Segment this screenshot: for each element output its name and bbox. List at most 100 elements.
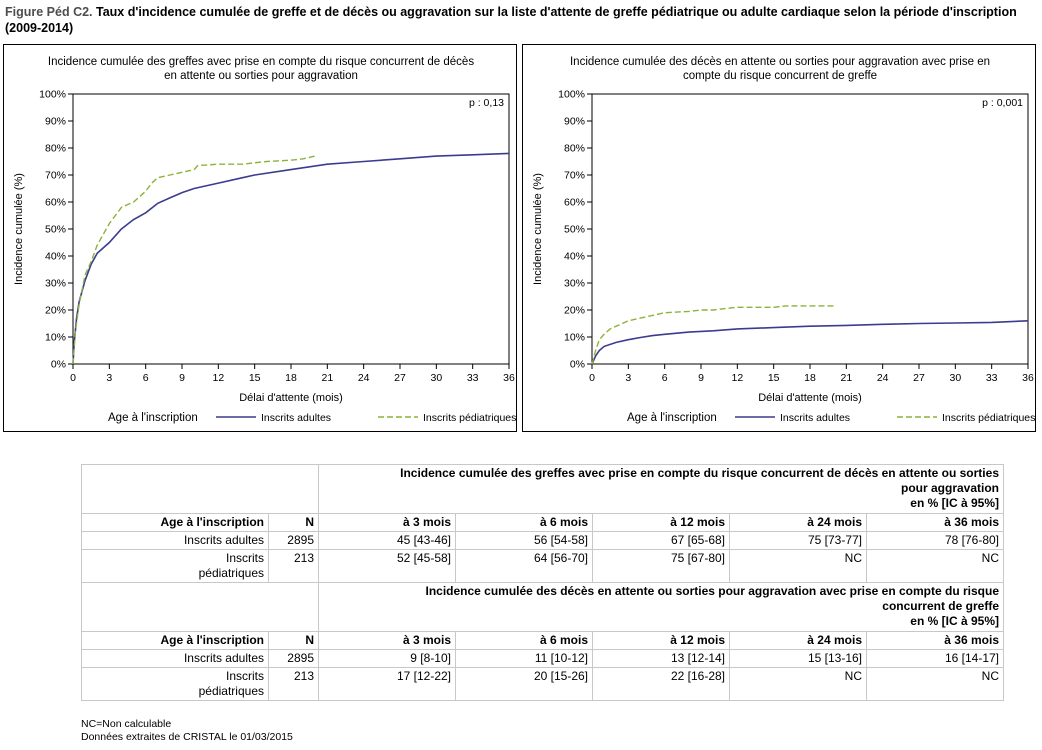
table-cell: 67 [65-68] xyxy=(592,531,730,550)
table-cell: 75 [73-77] xyxy=(729,531,867,550)
legend-entry: Inscrits adultes xyxy=(261,412,331,424)
table-cell: 213 xyxy=(268,667,319,701)
table-cell: 78 [76-80] xyxy=(866,531,1004,550)
plot-area xyxy=(72,93,510,365)
table-cell: NC xyxy=(866,667,1004,701)
y-tick-label: 70% xyxy=(45,170,66,182)
table-cell: 213 xyxy=(268,549,319,583)
y-tick-label: 50% xyxy=(45,224,66,236)
section-heading-spacer xyxy=(81,582,319,632)
p-value-annotation: p : 0,13 xyxy=(469,97,504,109)
table-cell: 16 [14-17] xyxy=(866,649,1004,668)
table-cell: NC xyxy=(866,549,1004,583)
column-header: à 12 mois xyxy=(592,631,730,650)
table-cell: 22 [16-28] xyxy=(592,667,730,701)
x-tick-label: 36 xyxy=(503,372,515,384)
column-header: Age à l'inscription xyxy=(81,513,269,532)
section-heading-row: Incidence cumulée des décès en attente o… xyxy=(81,582,1004,632)
column-header: N xyxy=(268,631,319,650)
row-label: Inscrits pédiatriques xyxy=(81,667,269,701)
series-line xyxy=(591,320,1029,365)
legend-title: Age à l'inscription xyxy=(108,412,198,424)
y-tick-label: 0% xyxy=(51,359,66,371)
x-tick-label: 3 xyxy=(106,372,112,384)
legend-entry: Inscrits adultes xyxy=(780,412,850,424)
table-cell: 64 [56-70] xyxy=(455,549,593,583)
x-tick-label: 27 xyxy=(913,372,925,384)
x-tick-label: 33 xyxy=(986,372,998,384)
y-tick-label: 30% xyxy=(564,278,585,290)
y-tick-label: 80% xyxy=(564,143,585,155)
table-cell: 11 [10-12] xyxy=(455,649,593,668)
y-axis-label: Incidence cumulée (%) xyxy=(532,173,544,285)
column-header: Age à l'inscription xyxy=(81,631,269,650)
y-tick-label: 60% xyxy=(45,197,66,209)
x-tick-label: 24 xyxy=(358,372,370,384)
y-tick-label: 90% xyxy=(564,116,585,128)
column-header: à 6 mois xyxy=(455,513,593,532)
x-tick-label: 21 xyxy=(840,372,852,384)
section-heading: Incidence cumulée des décès en attente o… xyxy=(318,582,1004,632)
table-row: Inscrits adultes 2895 9 [8-10] 11 [10-12] 13… xyxy=(81,649,1004,668)
y-tick-label: 40% xyxy=(45,251,66,263)
column-header: N xyxy=(268,513,319,532)
chart-title-line: Incidence cumulée des décès en attente o… xyxy=(570,56,990,68)
x-tick-label: 15 xyxy=(249,372,261,384)
y-tick-label: 60% xyxy=(564,197,585,209)
chart-deces: Incidence cumulée des décès en attente o… xyxy=(532,56,1035,424)
legend-title: Age à l'inscription xyxy=(627,412,717,424)
legend-entry: Inscrits pédiatriques xyxy=(423,412,516,424)
chart-panel-greffes: Incidence cumulée des greffes avec prise… xyxy=(3,44,517,432)
y-tick-label: 100% xyxy=(558,89,585,101)
table-cell: NC xyxy=(729,667,867,701)
x-tick-label: 0 xyxy=(589,372,595,384)
column-header: à 3 mois xyxy=(318,631,456,650)
table-cell: 56 [54-58] xyxy=(455,531,593,550)
x-tick-label: 15 xyxy=(768,372,780,384)
row-label: Inscrits pédiatriques xyxy=(81,549,269,583)
x-tick-label: 3 xyxy=(625,372,631,384)
table-cell: 13 [12-14] xyxy=(592,649,730,668)
y-axis-label: Incidence cumulée (%) xyxy=(13,173,25,285)
figure-title-text: Taux d'incidence cumulée de greffe et de… xyxy=(5,5,1017,35)
y-tick-label: 70% xyxy=(564,170,585,182)
y-tick-label: 10% xyxy=(564,332,585,344)
x-tick-label: 9 xyxy=(698,372,704,384)
table-cell: 17 [12-22] xyxy=(318,667,456,701)
y-tick-label: 50% xyxy=(564,224,585,236)
series-line xyxy=(591,305,835,365)
series-line xyxy=(72,155,316,365)
x-axis-label: Délai d'attente (mois) xyxy=(758,392,862,404)
table-row: Inscrits pédiatriques 213 52 [45-58] 64 [56-… xyxy=(81,549,1004,583)
column-header: à 36 mois xyxy=(866,513,1004,532)
section-heading: Incidence cumulée des greffes avec prise… xyxy=(318,464,1004,514)
x-tick-label: 30 xyxy=(430,372,442,384)
x-tick-label: 12 xyxy=(731,372,743,384)
y-tick-label: 40% xyxy=(564,251,585,263)
table-cell: 75 [67-80] xyxy=(592,549,730,583)
x-axis-label: Délai d'attente (mois) xyxy=(239,392,343,404)
x-tick-label: 18 xyxy=(285,372,297,384)
row-label: Inscrits adultes xyxy=(81,649,269,668)
x-tick-label: 6 xyxy=(662,372,668,384)
x-tick-label: 18 xyxy=(804,372,816,384)
x-tick-label: 30 xyxy=(949,372,961,384)
column-header: à 24 mois xyxy=(729,631,867,650)
column-header: à 24 mois xyxy=(729,513,867,532)
y-tick-label: 0% xyxy=(570,359,585,371)
chart-panel-deces: Incidence cumulée des décès en attente o… xyxy=(522,44,1036,432)
chart-title-line: en attente ou sorties pour aggravation xyxy=(164,70,358,82)
y-tick-label: 10% xyxy=(45,332,66,344)
figure-title: Figure Péd C2. Taux d'incidence cumulée … xyxy=(5,4,1035,36)
y-tick-label: 30% xyxy=(45,278,66,290)
x-tick-label: 33 xyxy=(467,372,479,384)
row-label: Inscrits adultes xyxy=(81,531,269,550)
x-tick-label: 36 xyxy=(1022,372,1034,384)
results-table: Incidence cumulée des greffes avec prise… xyxy=(81,464,1004,701)
section-heading-row: Incidence cumulée des greffes avec prise… xyxy=(81,464,1004,514)
x-tick-label: 6 xyxy=(143,372,149,384)
footnote-nc: NC=Non calculable xyxy=(81,718,172,730)
column-header: à 36 mois xyxy=(866,631,1004,650)
